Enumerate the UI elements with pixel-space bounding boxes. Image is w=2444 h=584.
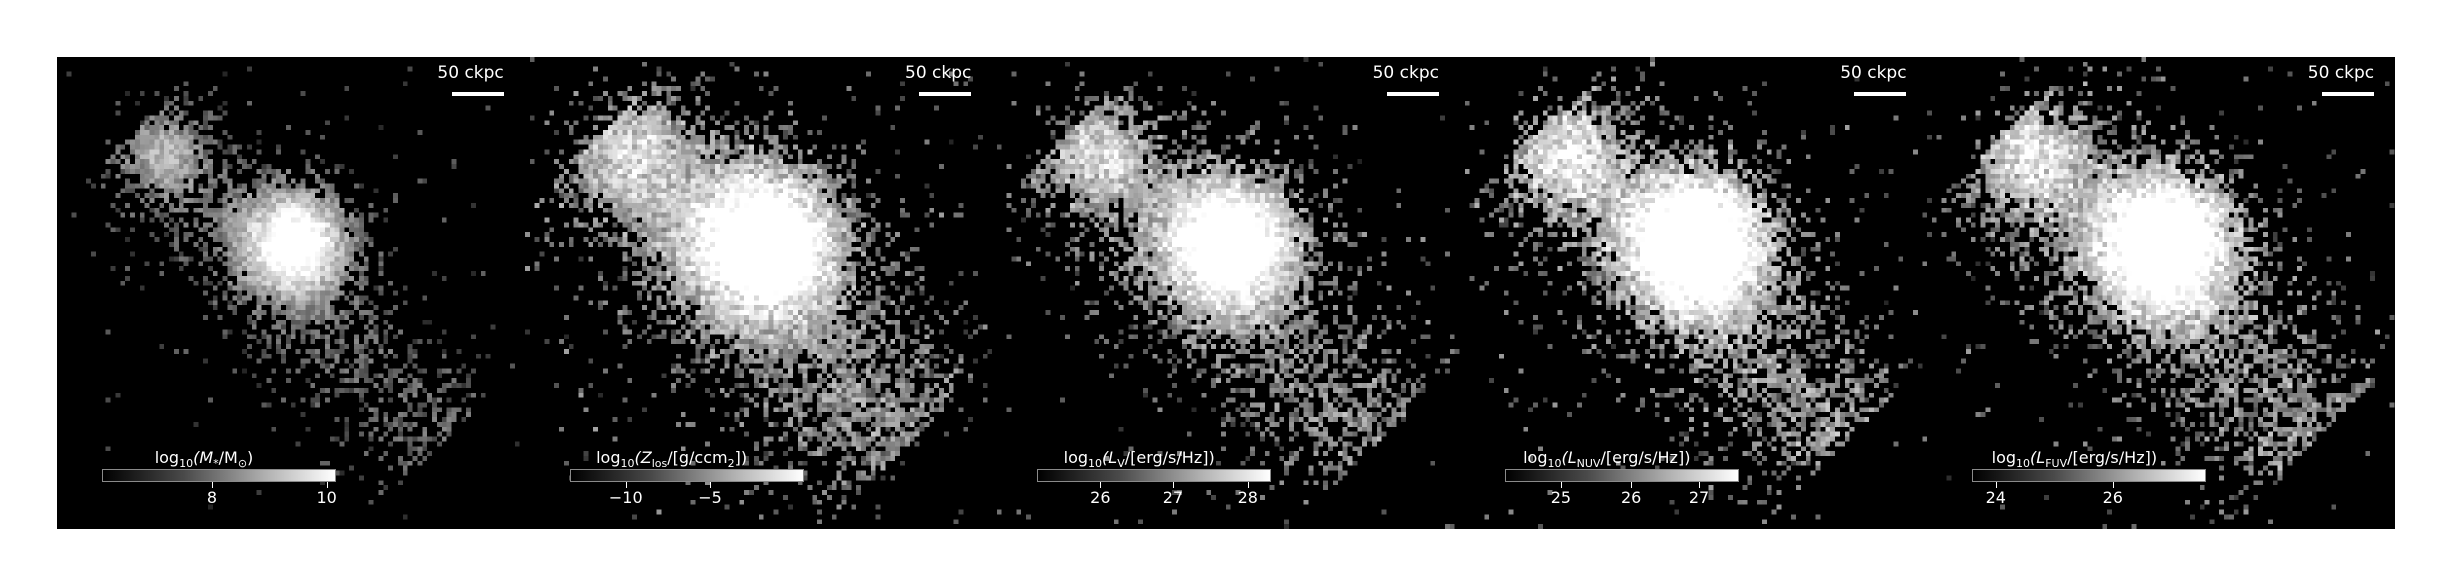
colorbar: [1504, 469, 1739, 482]
colorbar: [1037, 469, 1272, 482]
colorbar-tick: [1560, 482, 1562, 488]
colorbar-label-part: 10: [1088, 457, 1103, 471]
galaxy-map-image: [1927, 57, 2395, 529]
colorbar-label: log10(LFUV/[erg/s/Hz]): [1957, 449, 2191, 473]
scale-bar: [451, 92, 504, 96]
colorbar-tick: [1100, 482, 1102, 488]
colorbar-label-part: ): [1208, 448, 1215, 467]
colorbar-label-part: *: [213, 457, 219, 471]
colorbar-tick-label: 24: [1985, 488, 2006, 507]
colorbar-tick: [625, 482, 627, 488]
colorbar-tick-label: 28: [1237, 488, 1258, 507]
colorbar-label-part: V: [1117, 457, 1125, 471]
colorbar-tick: [326, 482, 328, 488]
image-panel-strip: 50 ckpc log10(M*/M⊙) 8 10 50 ckpc log10(Zlos/…: [57, 57, 2395, 529]
colorbar-label-part: log: [154, 448, 180, 467]
colorbar-tick-label: 27: [1688, 488, 1710, 507]
colorbar: [569, 469, 804, 482]
colorbar-label-part: log: [596, 448, 621, 467]
colorbar-label-part: (M: [193, 448, 214, 467]
scale-bar-label: 50 ckpc: [2307, 63, 2375, 83]
colorbar-label-part: ): [2150, 448, 2158, 467]
galaxy-map-image: [524, 57, 993, 525]
colorbar-label-part: /[erg/s/Hz]: [1600, 448, 1685, 467]
colorbar-label-part: 10: [1547, 457, 1562, 471]
map-panel: 50 ckpc log10(LV/[erg/s/Hz]) 26 27 28: [992, 57, 1460, 529]
colorbar-label-part: (L: [1561, 448, 1577, 467]
colorbar-tick-label: −10: [608, 488, 643, 507]
colorbar-label-part: log: [1523, 448, 1548, 467]
colorbar-tick: [2112, 482, 2114, 488]
colorbar-label-part: /[g/ccm: [667, 448, 728, 467]
colorbar: [102, 469, 336, 482]
colorbar: [1972, 469, 2207, 482]
colorbar-tick-label: −5: [698, 488, 722, 507]
colorbar-label-part: ]): [734, 448, 748, 467]
colorbar-tick: [1995, 482, 1997, 488]
galaxy-map-image: [66, 66, 520, 520]
colorbar-label-part: 10: [179, 457, 194, 471]
colorbar-label: log10(M*/M⊙): [87, 449, 321, 473]
map-panel: 50 ckpc log10(M*/M⊙) 8 10: [57, 57, 525, 529]
colorbar-label-part: los: [651, 457, 668, 471]
colorbar-tick-label: 27: [1162, 488, 1184, 507]
scale-bar-label: 50 ckpc: [1372, 63, 1439, 83]
colorbar-label-part: /[erg/s/Hz]: [1124, 448, 1209, 467]
scale-bar-label: 50 ckpc: [905, 63, 972, 83]
colorbar-label-part: (L: [2030, 448, 2046, 467]
colorbar-label-part: log: [1063, 448, 1089, 467]
colorbar-tick-label: 26: [1620, 488, 1642, 507]
colorbar-label: log10(Zlos/[g/ccm2]): [555, 449, 789, 473]
colorbar-label-part: NUV: [1576, 457, 1601, 471]
colorbar-tick: [709, 482, 711, 488]
colorbar-label-part: log: [1991, 448, 2017, 467]
galaxy-map-image: [997, 57, 1460, 529]
colorbar-tick: [211, 482, 213, 488]
scale-bar: [919, 92, 972, 96]
colorbar-tick-label: 8: [206, 488, 218, 507]
colorbar-label-part: (Z: [634, 448, 652, 467]
colorbar-label: log10(LNUV/[erg/s/Hz]): [1490, 449, 1724, 473]
colorbar-label-part: (L: [1102, 448, 1118, 467]
galaxy-map-image: [1464, 57, 1928, 529]
colorbar-label: log10(LV/[erg/s/Hz]): [1022, 449, 1256, 473]
colorbar-tick-label: 10: [316, 488, 337, 507]
colorbar-label-part: /M: [218, 448, 238, 467]
colorbar-label-part: ): [1684, 448, 1691, 467]
colorbar-label-part: 2: [727, 457, 735, 471]
colorbar-label-part: 10: [2016, 457, 2031, 471]
colorbar-tick: [1631, 482, 1633, 488]
map-panel: 50 ckpc log10(Zlos/[g/ccm2]) −10 −5: [524, 57, 993, 529]
colorbar-label-part: ): [247, 448, 254, 467]
map-panel: 50 ckpc log10(LFUV/[erg/s/Hz]) 24 26: [1927, 57, 2395, 529]
colorbar-tick-label: 25: [1550, 488, 1572, 507]
colorbar-label-part: /[erg/s/Hz]: [2067, 448, 2151, 467]
colorbar-label-part: FUV: [2045, 457, 2068, 471]
scale-bar: [1386, 92, 1439, 96]
scale-bar-label: 50 ckpc: [437, 63, 504, 83]
colorbar-label-part: ⊙: [237, 457, 248, 471]
scale-bar: [2321, 92, 2374, 96]
scale-bar: [1854, 92, 1907, 96]
map-panel: 50 ckpc log10(LNUV/[erg/s/Hz]) 25 26 27: [1459, 57, 1928, 529]
scale-bar-label: 50 ckpc: [1840, 63, 1907, 83]
colorbar-tick: [1247, 482, 1249, 488]
colorbar-tick-label: 26: [1090, 488, 1111, 507]
colorbar-label-part: 10: [620, 457, 635, 471]
colorbar-tick: [1699, 482, 1700, 488]
colorbar-tick: [1172, 482, 1174, 488]
colorbar-tick-label: 26: [2102, 488, 2123, 507]
